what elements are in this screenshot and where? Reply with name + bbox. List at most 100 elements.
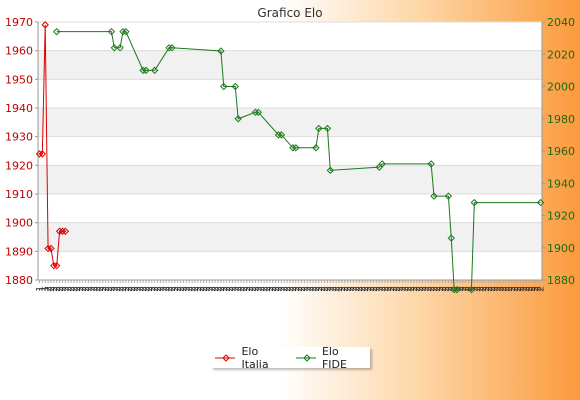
x-tick-label: 2 — [102, 286, 112, 292]
x-tick-label: 2 — [522, 286, 532, 292]
x-tick-label: 2 — [70, 286, 80, 292]
x-tick-label: 2 — [364, 286, 374, 292]
x-tick-label: 2 — [531, 286, 541, 292]
x-tick-label: 2 — [341, 286, 351, 292]
x-tick-label: 2 — [200, 286, 210, 292]
x-tick-label: 2 — [133, 286, 143, 292]
x-tick-label: 2 — [352, 286, 362, 292]
x-tick-label: 2 — [479, 286, 489, 292]
x-tick-label: 2 — [485, 286, 495, 292]
x-tick-label: 2 — [283, 286, 293, 292]
x-tick-label: 2 — [64, 286, 74, 292]
data-point — [58, 227, 67, 235]
plot-band — [38, 251, 542, 280]
x-tick-label: 2 — [58, 286, 68, 292]
left-tick-label: 1970 — [5, 16, 33, 29]
x-tick-label: 2 — [453, 286, 463, 292]
legend-swatch-elo-fide — [295, 353, 316, 362]
data-point — [536, 198, 545, 207]
x-tick-label: 2 — [277, 286, 287, 292]
x-tick-label: 2 — [79, 286, 89, 292]
data-point — [453, 285, 461, 294]
x-tick-label: 2 — [116, 286, 126, 292]
x-tick-label: 2 — [303, 286, 313, 292]
x-tick-label: 2 — [528, 286, 538, 292]
x-tick-label: 2 — [162, 286, 172, 292]
x-tick-label: 2 — [514, 286, 524, 292]
x-tick-label: 2 — [338, 286, 348, 292]
x-tick-label: 2 — [286, 286, 296, 292]
data-point — [450, 285, 458, 294]
x-tick-label: 2 — [459, 286, 469, 292]
x-tick-label: 2 — [174, 286, 184, 292]
x-tick-label: 2 — [171, 286, 181, 292]
x-tick-label: 2 — [208, 286, 218, 292]
x-tick-label: 2 — [61, 286, 71, 292]
x-tick-label: 2 — [254, 286, 264, 292]
x-tick-label: 2 — [295, 286, 305, 292]
x-tick-label: 2 — [508, 286, 518, 292]
x-tick-label: 1 — [35, 286, 45, 292]
data-point — [251, 108, 260, 117]
data-point — [289, 144, 297, 152]
x-tick-label: 2 — [119, 286, 129, 292]
x-tick-label: 2 — [496, 286, 506, 292]
data-point — [234, 115, 242, 123]
data-point — [150, 66, 159, 75]
data-point — [217, 47, 225, 55]
x-tick-label: 2 — [237, 286, 247, 292]
x-tick-label: 2 — [387, 286, 397, 292]
x-tick-label: 2 — [243, 286, 253, 292]
data-point — [447, 234, 455, 242]
x-tick-label: 2 — [421, 286, 431, 292]
data-point — [467, 285, 476, 294]
plot-band — [38, 50, 542, 80]
right-tick-label: 1980 — [547, 113, 575, 126]
x-tick-label: 2 — [289, 286, 299, 292]
plot-band — [38, 194, 542, 223]
x-tick-label: 2 — [214, 286, 224, 292]
data-point — [38, 150, 47, 158]
x-tick-label: 2 — [90, 286, 100, 292]
x-tick-label: 2 — [197, 286, 207, 292]
data-point — [277, 131, 286, 139]
right-tick-label: 1900 — [547, 242, 575, 255]
x-tick-label: 2 — [251, 286, 261, 292]
x-tick-label: 2 — [393, 286, 403, 292]
x-tick-label: 2 — [436, 286, 446, 292]
x-tick-label: 1 — [41, 286, 51, 292]
x-tick-label: 2 — [136, 286, 146, 292]
plot-band — [38, 222, 542, 252]
data-point — [107, 27, 116, 36]
x-tick-label: 1 — [38, 286, 48, 292]
x-tick-label: 2 — [467, 286, 477, 292]
data-point — [110, 44, 119, 52]
left-tick-label: 1940 — [5, 102, 33, 115]
x-tick-label: 2 — [260, 286, 270, 292]
x-tick-label: 2 — [326, 286, 336, 292]
x-tick-label: 2 — [272, 286, 282, 292]
x-tick-label: 2 — [269, 286, 279, 292]
x-tick-label: 2 — [96, 286, 106, 292]
x-tick-label: 2 — [185, 286, 195, 292]
x-tick-label: 2 — [156, 286, 166, 292]
data-point — [142, 66, 150, 75]
plot-band — [38, 108, 542, 137]
x-tick-label: 2 — [378, 286, 388, 292]
x-tick-label: 2 — [444, 286, 454, 292]
right-tick-label: 1920 — [547, 210, 575, 223]
x-tick-label: 2 — [194, 286, 204, 292]
x-tick-label: 2 — [344, 286, 354, 292]
left-tick-label: 1900 — [5, 217, 33, 230]
x-tick-label: 2 — [56, 286, 66, 292]
x-tick-label: 2 — [234, 286, 244, 292]
data-point — [53, 261, 61, 270]
data-point — [231, 82, 239, 91]
x-tick-label: 2 — [462, 286, 472, 292]
left-tick-label: 1950 — [5, 73, 33, 86]
x-tick-label: 2 — [410, 286, 420, 292]
data-point — [292, 144, 300, 152]
data-point — [50, 261, 58, 270]
